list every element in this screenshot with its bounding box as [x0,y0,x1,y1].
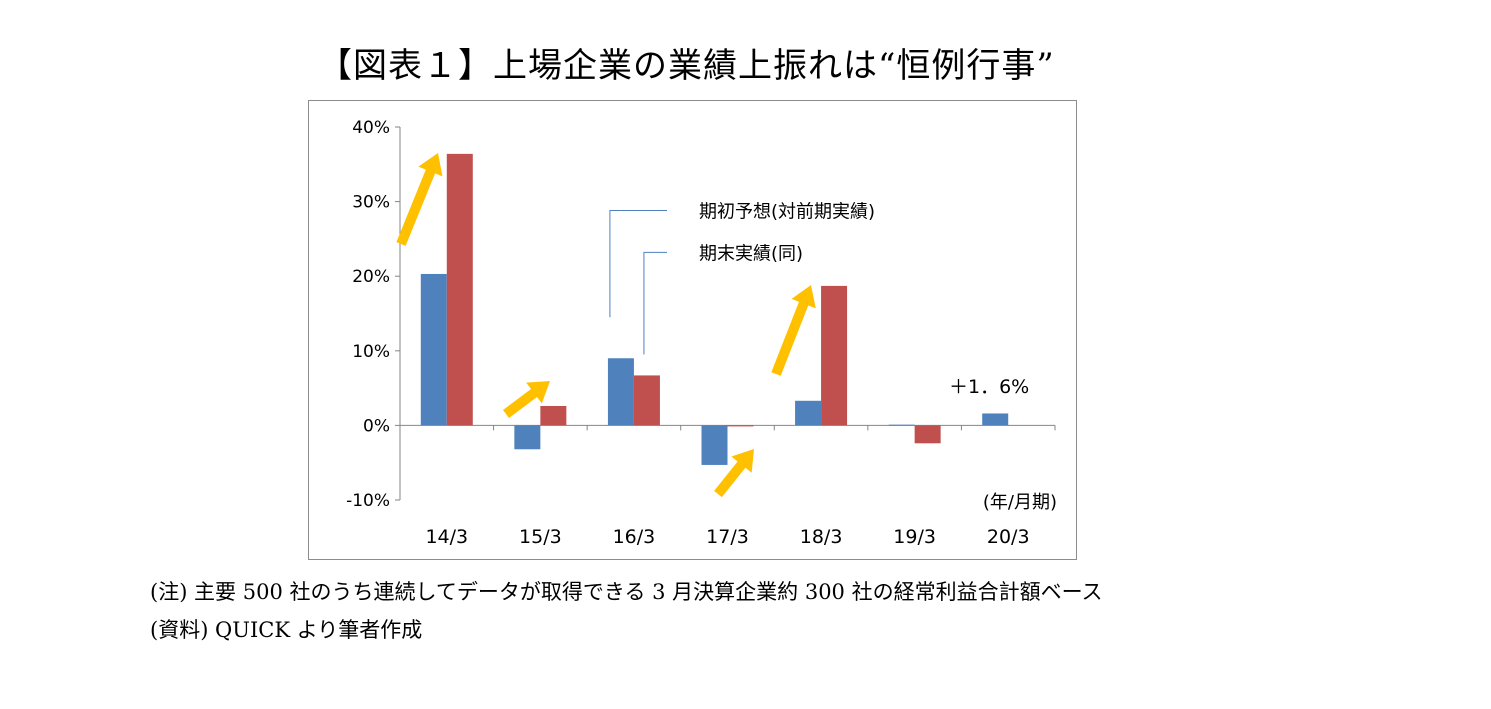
bar-15-3-actual [540,406,567,426]
chart-frame: 40% 30% 20% 10% 0% -10% 14/3 15/3 16/3 17/3 18/3 19… [308,100,1077,560]
legend-label-actual: 期末実績(同) [699,243,803,264]
y-tick-label: 30% [352,193,390,213]
x-unit-label: (年/月期) [983,492,1057,513]
bar-chart: 40% 30% 20% 10% 0% -10% 14/3 15/3 16/3 17/3 18/3 19… [346,118,1057,548]
x-tick-label: 14/3 [425,526,468,548]
y-tick-label: 20% [352,267,390,287]
arrow-18-3 [771,285,816,376]
y-tick-label: 0% [363,416,390,436]
bar-16-3-actual [633,375,660,426]
x-tick-label: 17/3 [706,526,749,548]
data-annotation-20-3: ＋1．6% [949,376,1029,398]
bar-14-3-actual [446,153,473,426]
legend-leader-actual [643,251,667,355]
y-tick-label: 40% [352,118,390,138]
bar-18-3-forecast [795,400,822,426]
bar-17-3-actual [727,425,754,427]
bar-14-3-forecast [420,273,447,426]
arrow-15-3 [503,381,550,418]
bar-18-3-actual [821,285,848,426]
bar-15-3-forecast [514,425,541,450]
bar-17-3-forecast [701,425,728,465]
footnote-source: (資料) QUICK より筆者作成 [150,618,423,642]
bar-19-3-forecast [888,424,915,426]
y-tick-label: 10% [352,342,390,362]
legend-leader-forecast [609,210,667,318]
footnote-note: (注) 主要 500 社のうち連続してデータが取得できる 3 月決算企業約 30… [150,580,1103,604]
chart-title: 【図表１】上場企業の業績上振れは“恒例行事” [318,46,1055,86]
bar-16-3-forecast [607,358,634,426]
legend-label-forecast: 期初予想(対前期実績) [699,202,875,223]
x-tick-label: 19/3 [893,526,936,548]
y-tick-label: -10% [346,491,390,511]
arrow-14-3 [396,153,443,246]
x-tick-label: 16/3 [613,526,656,548]
x-tick-label: 20/3 [987,526,1030,548]
x-tick-label: 15/3 [519,526,562,548]
bar-19-3-actual [914,425,941,444]
bar-20-3-forecast [982,413,1009,426]
arrow-17-3 [714,449,754,498]
x-tick-label: 18/3 [800,526,843,548]
